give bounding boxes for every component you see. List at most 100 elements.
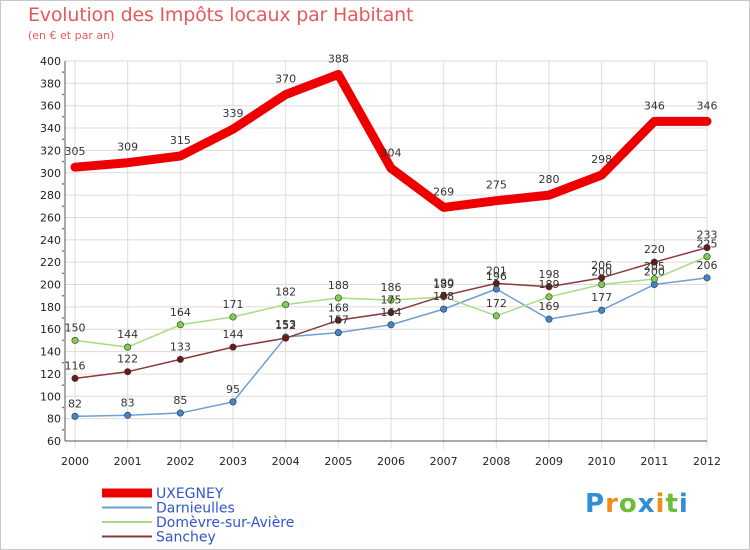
logo-letter: r [605,489,619,519]
data-point [282,301,290,309]
y-minor-tick [62,227,64,230]
data-label: 298 [591,153,612,166]
data-label: 144 [223,328,244,341]
x-tick-label: 2004 [272,455,300,468]
data-label: 122 [117,353,138,366]
data-label: 370 [275,73,296,86]
y-tick-label: 160 [40,323,61,336]
data-point [598,274,606,282]
data-label: 189 [539,278,560,291]
data-label: 133 [170,340,191,353]
data-point [176,409,184,417]
data-label: 83 [121,396,135,409]
y-tick-label: 220 [40,256,61,269]
y-minor-tick [62,183,64,185]
logo-letter: o [618,489,638,519]
data-label: 116 [65,359,86,372]
y-minor-tick [62,317,64,319]
chart-title: Evolution des Impôts locaux par Habitant [28,4,414,26]
data-point [387,321,395,329]
y-tick-label: 80 [47,413,61,426]
y-minor-tick [62,384,64,387]
data-point [229,398,237,406]
y-minor-tick [62,339,64,342]
data-label: 144 [117,328,138,341]
y-minor-tick [62,115,64,118]
data-point [492,312,500,320]
data-point [440,305,448,313]
y-minor-tick [62,250,64,252]
y-minor-tick [62,272,64,275]
y-minor-tick [62,294,64,297]
data-point [703,244,711,252]
data-label: 304 [381,146,402,159]
x-tick-label: 2005 [324,455,352,468]
x-tick-label: 2007 [430,455,458,468]
data-label: 196 [486,270,507,283]
data-label: 233 [697,229,718,242]
data-label: 189 [433,278,454,291]
y-minor-tick [62,361,64,364]
y-tick-label: 300 [40,167,61,180]
y-tick-label: 320 [40,144,61,157]
y-tick-label: 340 [40,122,61,135]
x-tick-label: 2003 [219,455,247,468]
x-tick-label: 2010 [588,455,616,468]
data-label: 275 [486,179,507,192]
y-minor-tick [62,406,64,409]
data-label: 171 [223,298,244,311]
data-point [545,293,553,301]
data-label: 315 [170,134,191,147]
data-point [124,343,132,351]
legend-label: Sanchey [156,530,216,546]
data-label: 157 [328,314,349,327]
data-label: 152 [275,319,296,332]
data-label: 206 [591,259,612,272]
logo-letter: P [585,489,606,519]
y-tick-label: 200 [40,279,61,292]
data-label: 198 [539,268,560,281]
data-label: 164 [170,306,191,319]
data-label: 168 [328,301,349,314]
data-label: 200 [644,266,665,279]
series-line-uxegney [70,69,712,212]
y-tick-label: 260 [40,211,61,224]
proxiti-logo: Proxiti [585,489,689,519]
y-tick-label: 280 [40,189,61,202]
data-point [71,336,79,344]
data-point [334,294,342,302]
data-point [229,313,237,321]
x-tick-label: 2009 [535,455,563,468]
data-label: 188 [328,279,349,292]
data-point [650,258,658,266]
data-point [124,368,132,376]
data-point [492,279,500,287]
data-point [176,321,184,329]
x-tick-label: 2011 [640,455,668,468]
data-label: 95 [226,383,240,396]
x-tick-label: 2006 [377,455,405,468]
y-minor-tick [62,71,64,74]
y-tick-label: 100 [40,390,61,403]
data-label: 346 [644,99,665,112]
data-point [650,275,658,283]
legend-label: UXEGNEY [156,486,224,502]
data-label: 388 [328,52,349,65]
logo-letter: x [637,489,656,519]
legend-label: Darnieulles [156,501,235,517]
data-label: 339 [223,107,244,120]
data-label: 220 [644,243,665,256]
data-point [598,306,606,314]
y-minor-tick [62,93,64,96]
x-tick-label: 2002 [166,455,194,468]
data-point [71,412,79,420]
legend-label: Domèvre-sur-Avière [156,515,294,531]
data-point [71,374,79,382]
data-label: 186 [381,281,402,294]
data-point [545,283,553,291]
data-label: 205 [644,260,665,273]
y-tick-label: 140 [40,346,61,359]
data-label: 305 [65,145,86,158]
